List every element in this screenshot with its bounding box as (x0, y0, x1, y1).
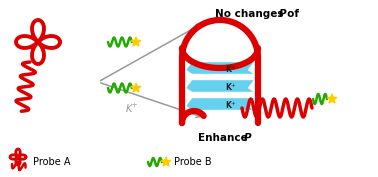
Polygon shape (186, 62, 254, 74)
Text: P: P (244, 133, 252, 143)
Text: K$^{+}$: K$^{+}$ (125, 101, 138, 115)
Polygon shape (161, 157, 171, 166)
Text: K$^{+}$: K$^{+}$ (225, 99, 237, 111)
Text: K$^{+}$: K$^{+}$ (225, 81, 237, 93)
Polygon shape (131, 83, 141, 92)
Text: Probe B: Probe B (174, 157, 212, 167)
Text: No changes of: No changes of (215, 9, 303, 19)
Polygon shape (327, 94, 337, 103)
Text: K$^{+}$: K$^{+}$ (225, 63, 237, 75)
Text: Enhance: Enhance (198, 133, 251, 143)
Text: P: P (279, 9, 287, 19)
Text: Probe A: Probe A (33, 157, 71, 167)
Polygon shape (131, 37, 141, 46)
Polygon shape (186, 98, 254, 110)
Polygon shape (186, 80, 254, 92)
